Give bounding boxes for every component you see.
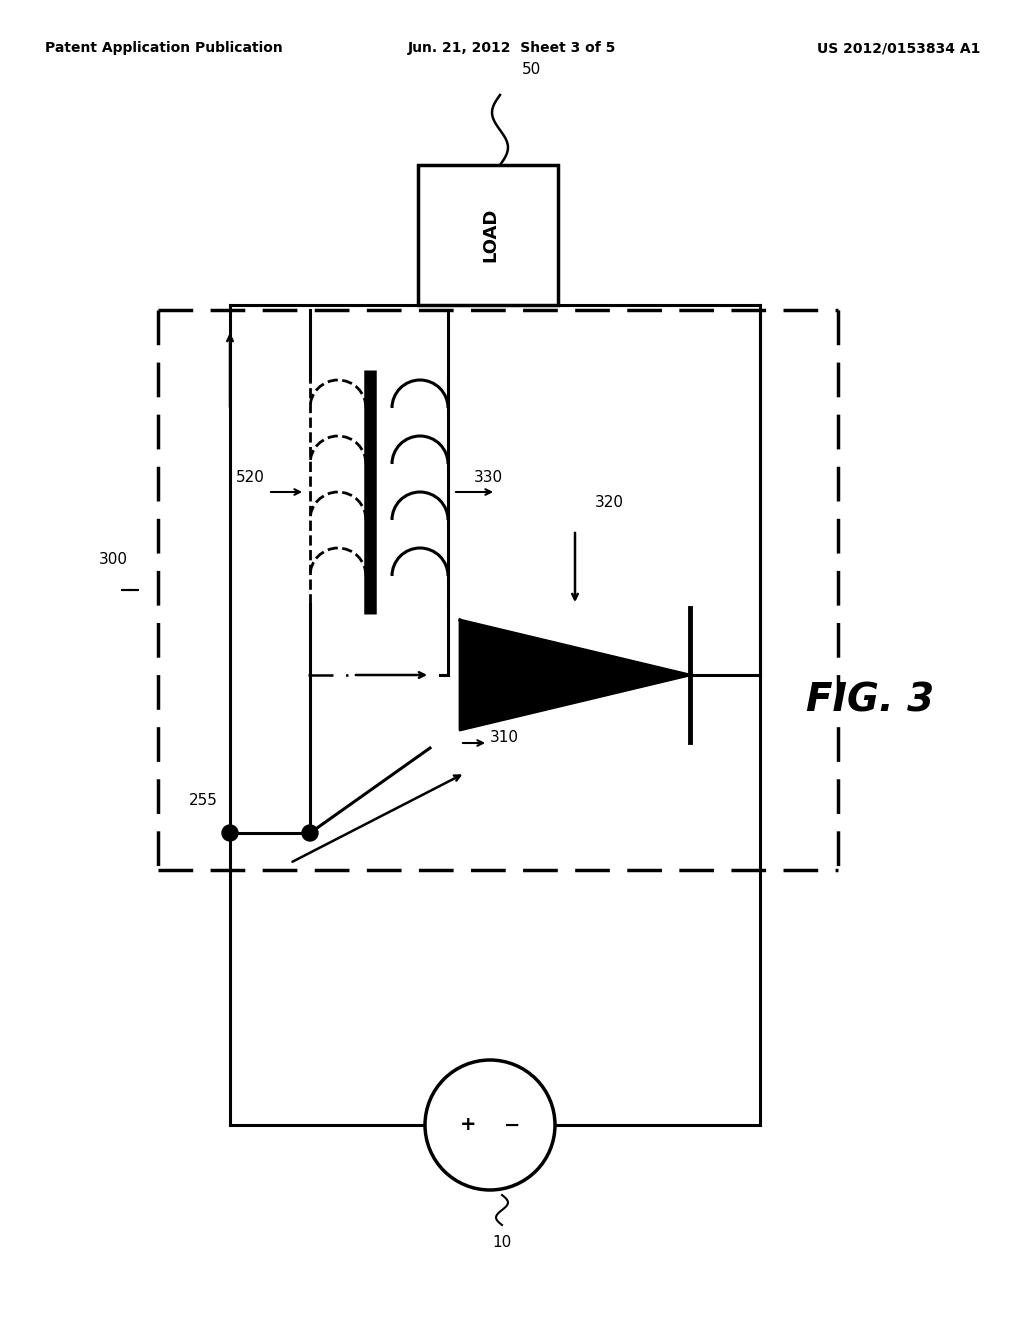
Text: 50: 50 <box>522 62 542 77</box>
Circle shape <box>302 825 318 841</box>
Text: 520: 520 <box>237 470 265 484</box>
Text: Jun. 21, 2012  Sheet 3 of 5: Jun. 21, 2012 Sheet 3 of 5 <box>408 41 616 55</box>
Text: 10: 10 <box>493 1236 512 1250</box>
Text: −: − <box>504 1115 520 1134</box>
Bar <box>418 165 558 305</box>
Circle shape <box>222 825 238 841</box>
Text: 320: 320 <box>595 495 624 510</box>
Text: LOAD: LOAD <box>481 207 499 263</box>
Text: FIG. 3: FIG. 3 <box>806 681 934 719</box>
Text: 255: 255 <box>189 793 218 808</box>
Polygon shape <box>460 620 690 730</box>
Text: +: + <box>460 1115 476 1134</box>
Text: 310: 310 <box>490 730 519 746</box>
Text: 330: 330 <box>474 470 503 484</box>
Text: 300: 300 <box>99 553 128 568</box>
Text: Patent Application Publication: Patent Application Publication <box>45 41 283 55</box>
Circle shape <box>425 1060 555 1191</box>
Text: US 2012/0153834 A1: US 2012/0153834 A1 <box>816 41 980 55</box>
